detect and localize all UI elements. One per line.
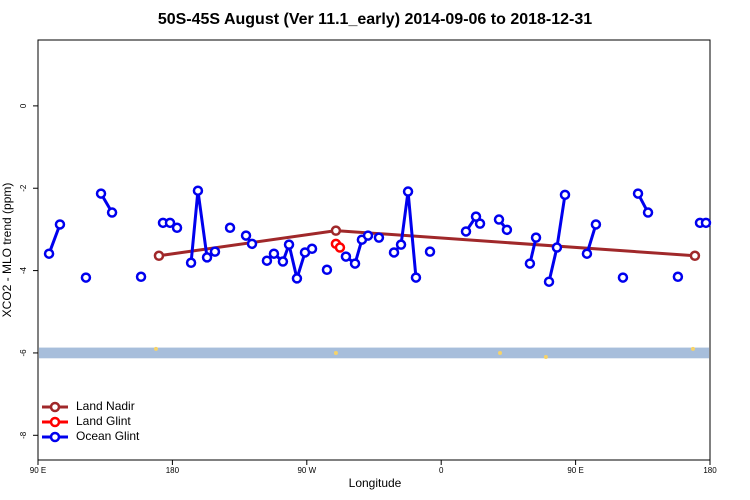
point (340, 251, 352, 262)
point (530, 232, 542, 243)
x-axis-label: Longitude (349, 476, 402, 490)
legend-marker (49, 416, 61, 428)
point (689, 250, 701, 262)
band-point (498, 350, 503, 355)
point (306, 243, 318, 255)
point (240, 230, 252, 241)
point (268, 248, 280, 259)
point (135, 271, 147, 283)
band-point (153, 346, 158, 351)
y-tick-label: -2 (19, 184, 28, 192)
chart-title: 50S-45S August (Ver 11.1_early) 2014-09-… (158, 11, 592, 28)
point (700, 217, 712, 229)
point (80, 272, 92, 283)
legend-label: Ocean Glint (76, 429, 140, 443)
point (321, 264, 333, 276)
x-tick-label: 90 E (30, 466, 46, 475)
point (388, 247, 400, 258)
point (334, 242, 346, 253)
point (283, 239, 295, 250)
point (395, 239, 407, 250)
point (43, 248, 55, 259)
point (171, 222, 183, 234)
legend-label: Land Nadir (76, 399, 135, 413)
point (261, 255, 273, 266)
legend-label: Land Glint (76, 414, 131, 428)
band-point (690, 346, 695, 351)
point (581, 248, 593, 259)
y-tick-label: -8 (19, 431, 28, 439)
plot-frame (37, 39, 711, 461)
point (362, 230, 374, 241)
x-tick-label: 180 (703, 466, 717, 475)
y-tick-label: 0 (19, 103, 28, 108)
point (373, 232, 385, 243)
point (106, 207, 118, 218)
point (559, 189, 571, 201)
legend-marker (49, 401, 61, 413)
y-axis-label: XCO2 - MLO trend (ppm) (0, 183, 14, 318)
x-tick-label: 0 (439, 466, 444, 475)
point (224, 222, 236, 234)
y-tick-label: -6 (19, 349, 28, 357)
point (192, 185, 204, 196)
point (632, 188, 644, 199)
x-tick-label: 90 W (297, 466, 316, 475)
point (424, 246, 436, 257)
point (617, 272, 629, 283)
point (185, 257, 197, 269)
point (501, 224, 513, 236)
x-tick-label: 90 E (567, 466, 583, 475)
point (410, 272, 422, 283)
point (291, 273, 303, 284)
point (590, 219, 602, 230)
y-tick-label: -4 (19, 266, 28, 274)
point (642, 207, 654, 218)
point (164, 217, 176, 229)
point (277, 256, 289, 267)
band-point (333, 350, 338, 355)
point (209, 246, 221, 257)
point (349, 258, 361, 269)
point (524, 258, 536, 269)
point (246, 238, 258, 250)
point (474, 218, 486, 229)
band-point (543, 355, 548, 360)
band (39, 347, 709, 359)
point (54, 219, 66, 230)
point (672, 271, 684, 283)
point (551, 242, 563, 253)
point (330, 225, 342, 236)
point (543, 276, 555, 287)
point (95, 188, 107, 199)
point (402, 186, 414, 197)
legend-marker (49, 431, 61, 443)
point (460, 226, 472, 237)
point (493, 214, 505, 225)
point (201, 252, 213, 263)
point (153, 250, 165, 262)
x-tick-label: 180 (166, 466, 180, 475)
